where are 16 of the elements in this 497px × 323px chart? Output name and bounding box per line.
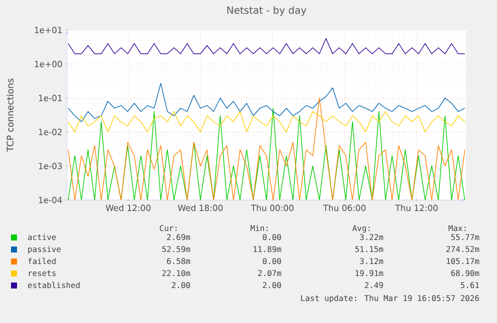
x-tick-label: Thu 06:00 xyxy=(323,204,366,212)
y-tick-label: 1e-02 xyxy=(38,128,62,136)
x-tick-label: Thu 12:00 xyxy=(395,204,438,212)
y-tick-label: 1e+01 xyxy=(34,26,62,34)
y-tick-label: 1e-03 xyxy=(38,162,62,170)
x-tick-label: Thu 00:00 xyxy=(250,204,294,212)
line-series xyxy=(68,82,466,122)
line-series xyxy=(68,38,466,54)
y-tick-label: 1e-01 xyxy=(38,94,62,102)
line-series xyxy=(68,111,466,132)
x-tick-label: Wed 12:00 xyxy=(106,204,151,212)
y-axis-title: TCP connections xyxy=(6,78,14,152)
x-tick-label: Wed 18:00 xyxy=(178,204,223,212)
y-tick-label: 1e+00 xyxy=(34,60,62,68)
y-tick-label: 1e-04 xyxy=(38,196,62,204)
chart-title: Netstat - by day xyxy=(227,6,306,16)
